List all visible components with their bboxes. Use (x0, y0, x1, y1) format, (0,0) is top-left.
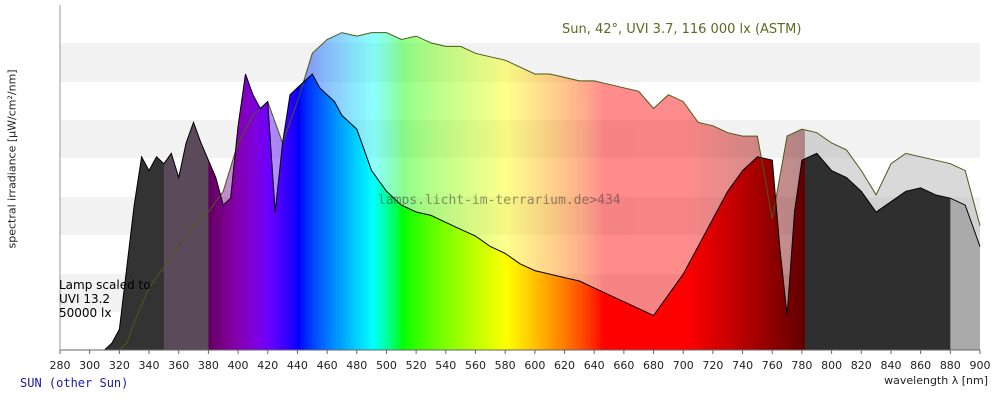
x-tick-label: 600 (524, 359, 545, 372)
x-tick-label: 500 (376, 359, 397, 372)
x-tick-label: 640 (584, 359, 605, 372)
x-tick-label: 800 (821, 359, 842, 372)
x-tick-label: 580 (495, 359, 516, 372)
x-tick-label: 860 (910, 359, 931, 372)
x-tick-label: 700 (673, 359, 694, 372)
x-tick-label: 660 (613, 359, 634, 372)
x-tick-label: 520 (406, 359, 427, 372)
x-tick-label: 280 (50, 359, 71, 372)
x-axis-ticks: 280 300 320 340 360 380 400 420 440 460 480 500 520 5… (50, 350, 991, 372)
x-tick-label: 340 (139, 359, 160, 372)
x-tick-label: 840 (880, 359, 901, 372)
x-tick-label: 480 (346, 359, 367, 372)
sun-series-label: Sun, 42°, UVI 3.7, 116 000 lx (ASTM) (562, 22, 801, 37)
x-tick-label: 560 (465, 359, 486, 372)
x-tick-label: 780 (791, 359, 812, 372)
x-tick-label: 420 (257, 359, 278, 372)
x-tick-label: 820 (851, 359, 872, 372)
footer-caption: SUN (other Sun) (20, 376, 128, 390)
x-tick-label: 540 (435, 359, 456, 372)
lamp-series-label: Lamp scaled to UVI 13.2 50000 lx (59, 278, 151, 320)
x-tick-label: 720 (702, 359, 723, 372)
x-tick-label: 620 (554, 359, 575, 372)
x-tick-label: 740 (732, 359, 753, 372)
x-tick-label: 900 (970, 359, 991, 372)
x-tick-label: 460 (317, 359, 338, 372)
background-band (60, 5, 980, 43)
x-tick-label: 400 (228, 359, 249, 372)
x-tick-label: 440 (287, 359, 308, 372)
x-tick-label: 320 (109, 359, 130, 372)
x-tick-label: 380 (198, 359, 219, 372)
x-tick-label: 680 (643, 359, 664, 372)
x-tick-label: 300 (79, 359, 100, 372)
x-tick-label: 760 (762, 359, 783, 372)
x-tick-label: 360 (168, 359, 189, 372)
y-axis-label: spectral irradiance [µW/cm²/nm] (6, 109, 19, 249)
watermark-text: lamps.licht-im-terrarium.de>434 (378, 193, 621, 208)
x-tick-label: 880 (940, 359, 961, 372)
x-axis-label: wavelength λ [nm] (884, 374, 988, 387)
